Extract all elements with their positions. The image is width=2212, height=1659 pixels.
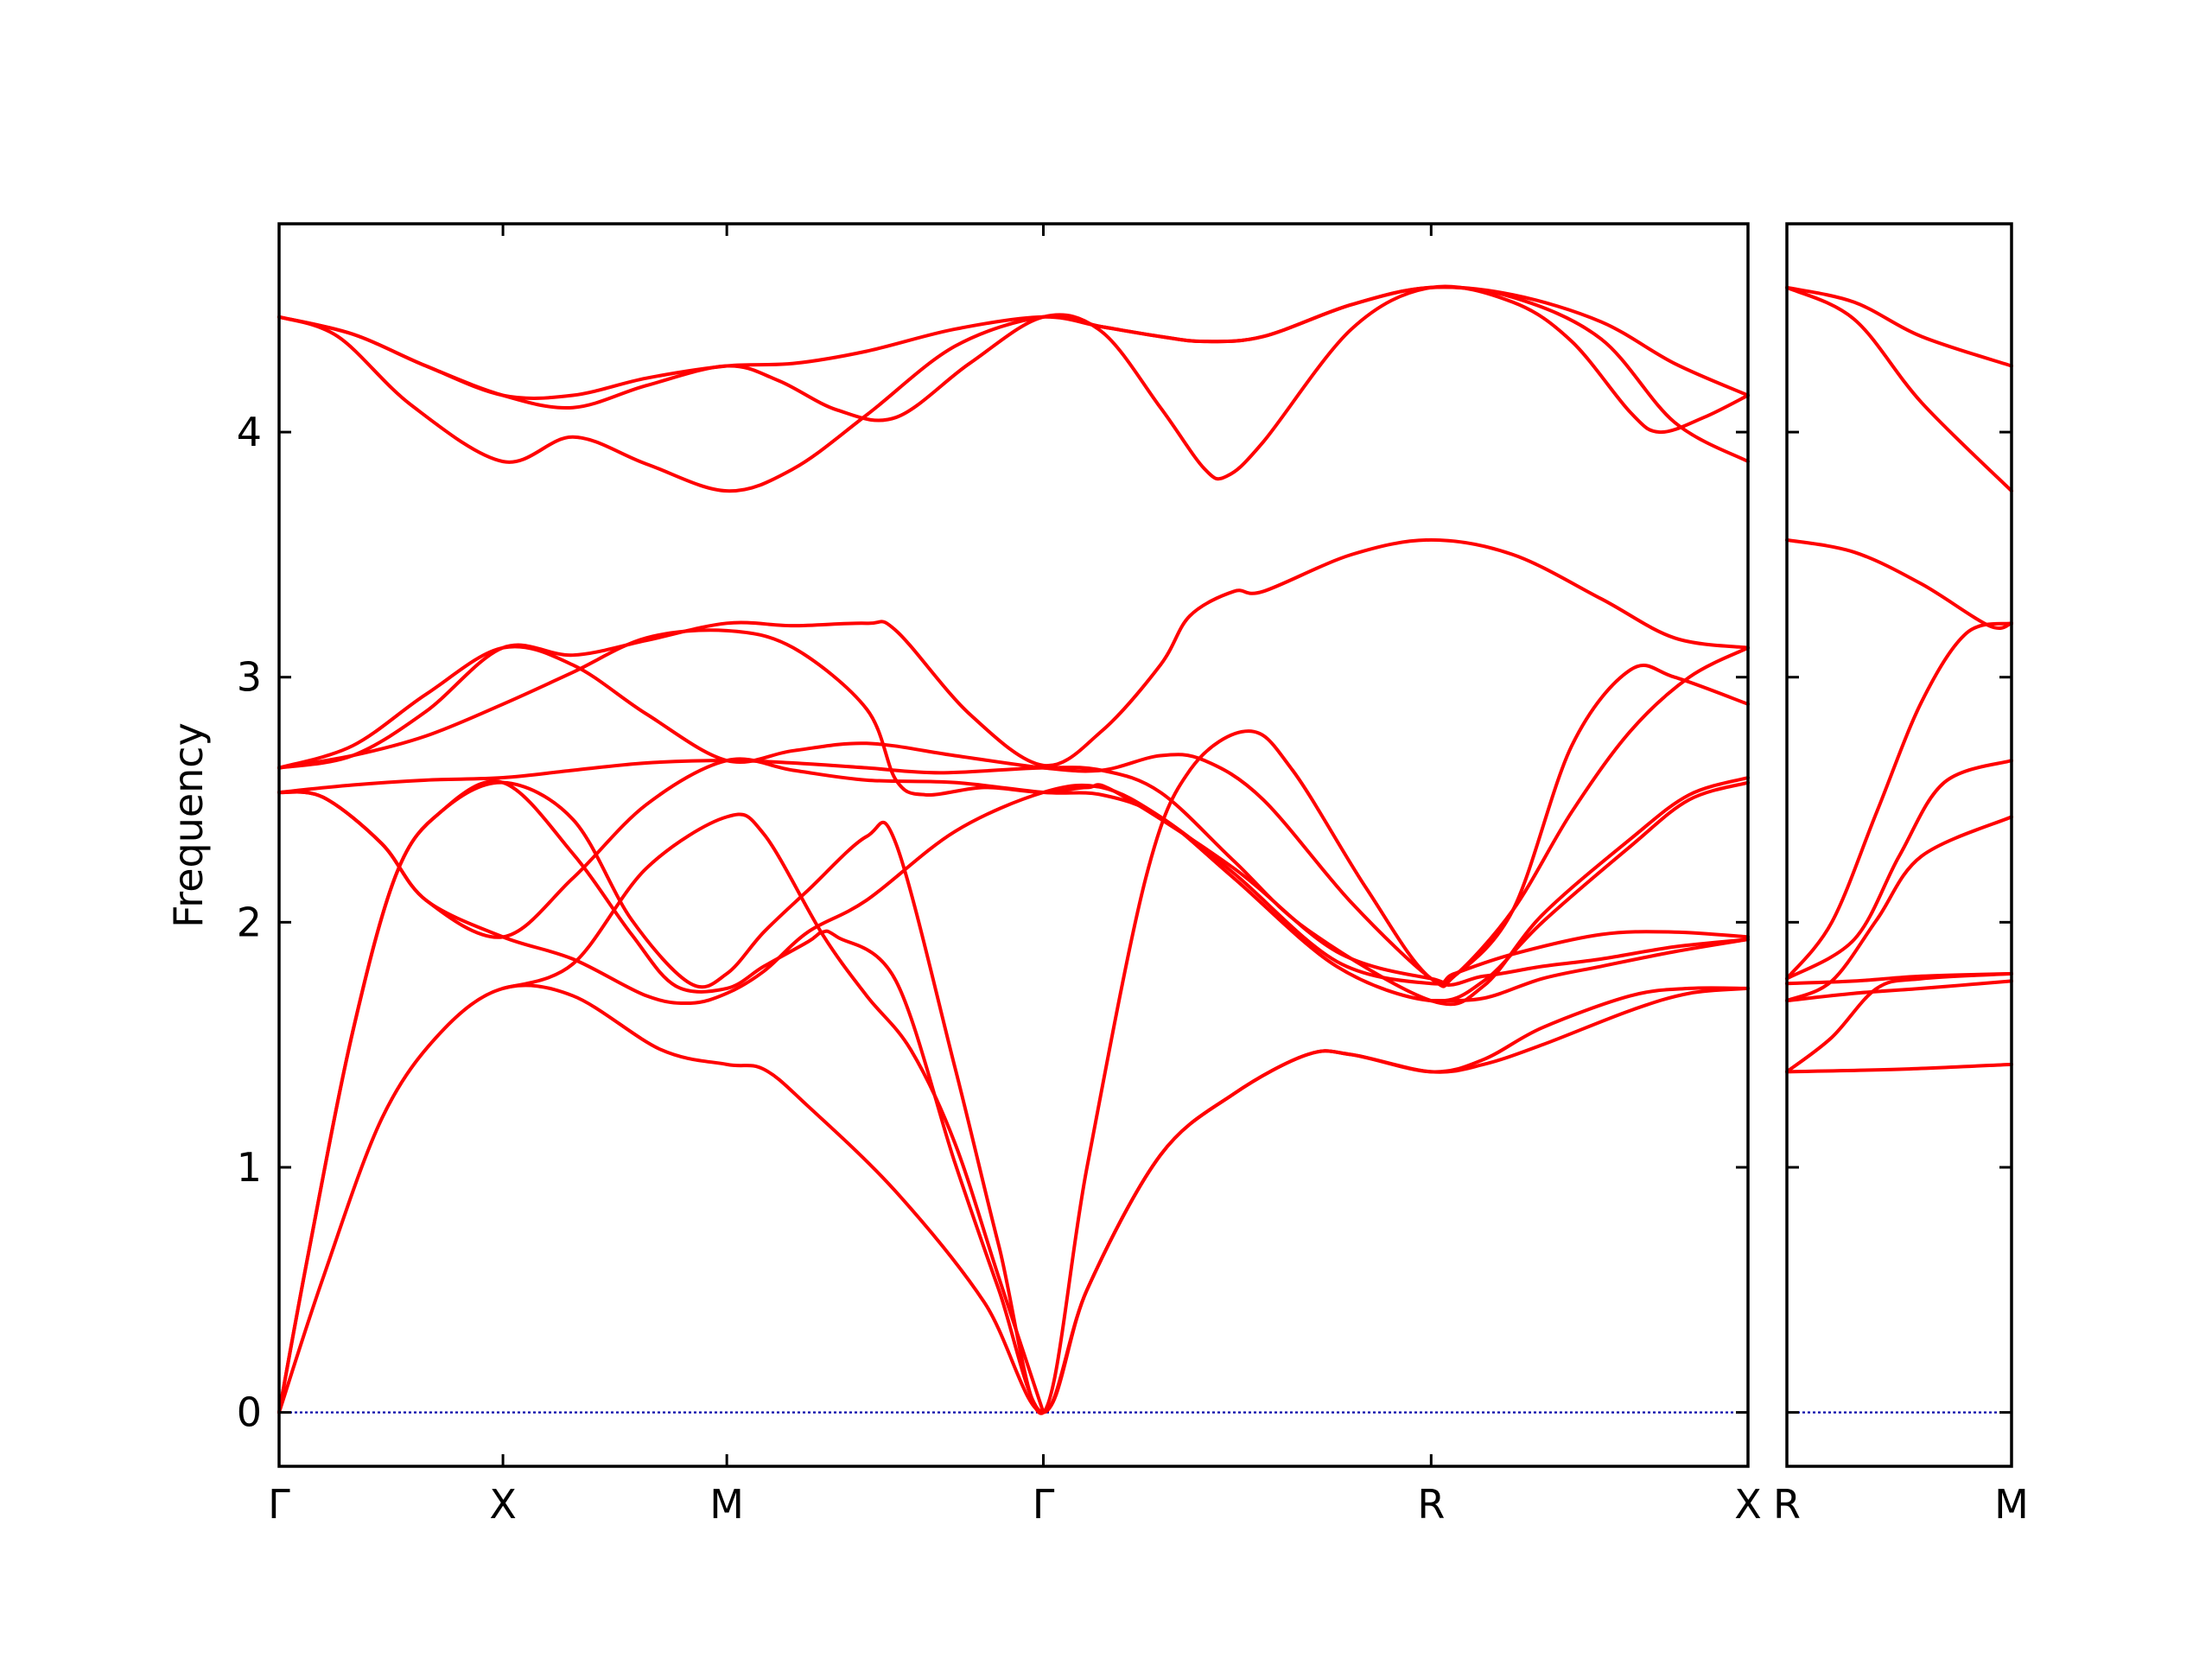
main-plot-frame	[277, 222, 1750, 1468]
y-tick-label-2: 2	[237, 899, 262, 945]
x-tick-label-main-1: X	[489, 1481, 517, 1528]
band-line-side-8	[1785, 979, 2013, 1003]
x-tick-label-side-0: R	[1773, 1481, 1801, 1528]
band-line-main-2	[277, 284, 1750, 481]
band-line-side-4	[1785, 621, 2013, 981]
x-tick-label-main-2: M	[709, 1481, 744, 1528]
side-plot-frame	[1785, 222, 2013, 1468]
band-line-main-12	[277, 983, 1750, 1414]
band-line-main-13	[501, 812, 1046, 1414]
x-tick-label-main-3: Γ	[1033, 1481, 1055, 1528]
x-tick-label-main-4: R	[1417, 1481, 1445, 1528]
y-tick-label-1: 1	[237, 1144, 262, 1191]
x-tick-label-main-0: Γ	[268, 1481, 290, 1528]
band-line-side-5	[1785, 759, 2013, 981]
band-line-main-9	[277, 783, 1750, 1006]
y-axis-title: Frequency	[165, 722, 212, 928]
band-line-side-3	[1785, 537, 2013, 630]
band-line-main-4	[277, 537, 1750, 770]
x-tick-label-side-1: M	[1994, 1481, 2029, 1528]
band-line-main-10	[277, 729, 1750, 1415]
band-line-main-3	[277, 285, 1750, 493]
band-line-main-7	[277, 759, 1750, 1007]
y-tick-label-3: 3	[237, 654, 262, 701]
band-line-main-8	[277, 757, 1750, 1003]
band-line-side-2	[1785, 285, 2013, 493]
y-tick-label-0: 0	[237, 1389, 262, 1436]
y-tick-label-4: 4	[237, 409, 262, 455]
band-line-main-14	[1429, 938, 1750, 1003]
x-tick-label-main-5: X	[1734, 1481, 1762, 1528]
band-line-side-9	[1785, 971, 2013, 986]
band-line-side-1	[1785, 285, 2013, 368]
main-panel: Γ X M Γ R X 0 1 2 3 4	[237, 222, 1762, 1528]
band-line-side-10	[1785, 1062, 2013, 1074]
band-line-side-6	[1785, 815, 2013, 1003]
